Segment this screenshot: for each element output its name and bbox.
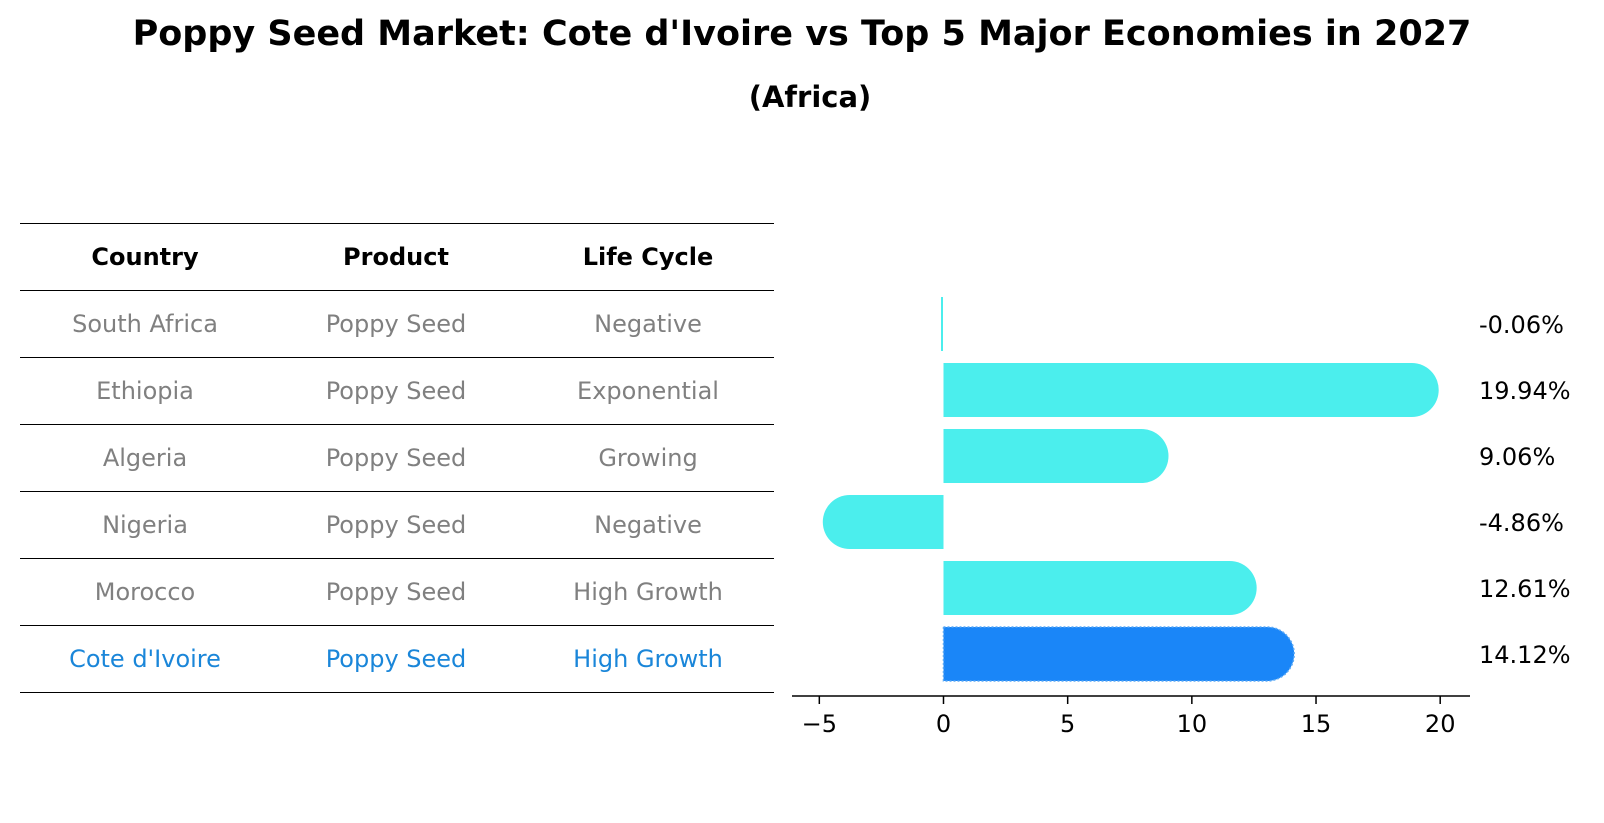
table-row: Ethiopia Poppy Seed Exponential <box>20 357 774 425</box>
chart-title: Poppy Seed Market: Cote d'Ivoire vs Top … <box>132 14 1472 54</box>
cell-product: Poppy Seed <box>270 558 522 626</box>
bar-morocco <box>943 561 1257 615</box>
x-tick-label: 20 <box>1425 710 1456 738</box>
x-tick-label: 5 <box>1060 710 1075 738</box>
bar-nigeria <box>822 495 944 549</box>
bar-value-label: 12.61% <box>1479 575 1571 603</box>
cell-product: Poppy Seed <box>270 625 522 693</box>
bar-value-label: 14.12% <box>1479 641 1571 669</box>
x-tick-label: 15 <box>1301 710 1332 738</box>
cell-product: Poppy Seed <box>270 357 522 425</box>
bar-algeria <box>943 429 1169 483</box>
cell-country: South Africa <box>20 290 270 358</box>
header-life-cycle: Life Cycle <box>522 223 774 291</box>
cell-life-cycle: High Growth <box>522 558 774 626</box>
bar-ethiopia <box>943 363 1439 417</box>
table-row: Nigeria Poppy Seed Negative <box>20 491 774 559</box>
cell-country: Morocco <box>20 558 270 626</box>
chart-subtitle: (Africa) <box>748 80 872 114</box>
table-row: Algeria Poppy Seed Growing <box>20 424 774 492</box>
cell-product: Poppy Seed <box>270 491 522 559</box>
cell-life-cycle: High Growth <box>522 625 774 693</box>
cell-country: Nigeria <box>20 491 270 559</box>
table-row-highlight: Cote d'Ivoire Poppy Seed High Growth <box>20 625 774 693</box>
bar-value-label: 9.06% <box>1479 443 1555 471</box>
cell-life-cycle: Negative <box>522 491 774 559</box>
x-tick-label: −5 <box>802 710 837 738</box>
bar-value-label: -4.86% <box>1479 509 1564 537</box>
cell-life-cycle: Growing <box>522 424 774 492</box>
cell-country: Algeria <box>20 424 270 492</box>
table-row: Morocco Poppy Seed High Growth <box>20 558 774 626</box>
cell-country: Ethiopia <box>20 357 270 425</box>
bar-value-label: 19.94% <box>1479 377 1571 405</box>
table-row: South Africa Poppy Seed Negative <box>20 290 774 358</box>
bar-cote-d-ivoire <box>942 626 1295 682</box>
cell-life-cycle: Exponential <box>522 357 774 425</box>
cell-product: Poppy Seed <box>270 290 522 358</box>
table-header-row: Country Product Life Cycle <box>20 223 774 291</box>
header-product: Product <box>270 223 522 291</box>
x-tick-label: 10 <box>1177 710 1208 738</box>
x-tick-label: 0 <box>936 710 951 738</box>
cell-life-cycle: Negative <box>522 290 774 358</box>
bar-value-label: -0.06% <box>1479 311 1564 339</box>
cell-country: Cote d'Ivoire <box>20 625 270 693</box>
header-country: Country <box>20 223 270 291</box>
bar-south-africa <box>941 297 944 351</box>
market-table: Country Product Life Cycle South Africa … <box>20 223 774 693</box>
cell-product: Poppy Seed <box>270 424 522 492</box>
